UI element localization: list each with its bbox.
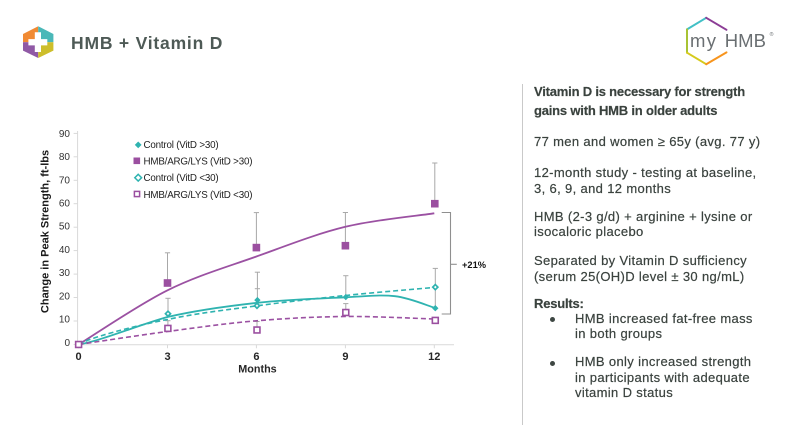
- svg-text:my: my: [690, 30, 717, 51]
- svg-text:®: ®: [770, 31, 774, 38]
- svg-text:Control (VitD <30): Control (VitD <30): [144, 173, 219, 184]
- svg-text:70: 70: [59, 175, 71, 186]
- svg-text:HMB/ARG/LYS (VitD <30): HMB/ARG/LYS (VitD <30): [144, 190, 253, 201]
- svg-text:+21%: +21%: [462, 260, 487, 270]
- svg-text:HMB/ARG/LYS (VitD >30): HMB/ARG/LYS (VitD >30): [144, 157, 253, 168]
- svg-text:HMB: HMB: [725, 30, 766, 51]
- svg-text:20: 20: [59, 291, 71, 302]
- svg-text:12: 12: [428, 351, 440, 363]
- svg-text:10: 10: [59, 315, 71, 326]
- svg-text:30: 30: [59, 268, 71, 279]
- svg-text:9: 9: [342, 351, 348, 363]
- svg-text:0: 0: [76, 351, 82, 363]
- svg-text:6: 6: [253, 351, 259, 363]
- svg-text:80: 80: [59, 152, 71, 163]
- svg-text:Change in Peak Strength, ft-lb: Change in Peak Strength, ft-lbs: [40, 150, 52, 313]
- svg-text:50: 50: [59, 222, 71, 233]
- svg-text:3: 3: [164, 351, 170, 363]
- svg-text:60: 60: [59, 199, 71, 210]
- svg-text:Control (VitD >30): Control (VitD >30): [144, 140, 219, 151]
- svg-text:0: 0: [64, 338, 70, 349]
- svg-text:Months: Months: [238, 364, 276, 376]
- svg-text:90: 90: [59, 129, 71, 140]
- svg-text:40: 40: [59, 245, 71, 256]
